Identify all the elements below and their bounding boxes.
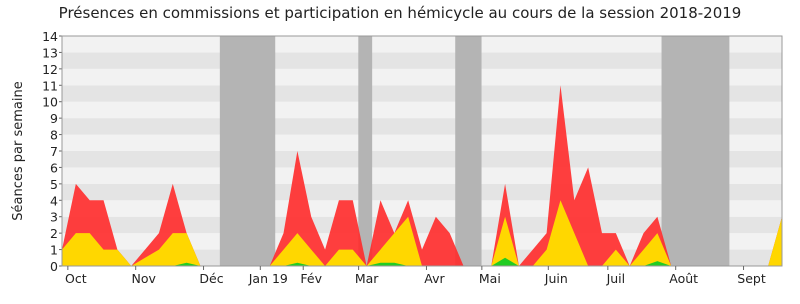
y-tick-label: 13 <box>42 45 58 60</box>
x-tick-label: Avr <box>424 271 445 286</box>
y-tick-label: 1 <box>50 243 58 258</box>
y-tick-label: 10 <box>42 95 58 110</box>
x-tick-label: Juin <box>544 271 568 286</box>
recess-band <box>661 36 730 266</box>
y-tick-label: 4 <box>50 193 58 208</box>
x-tick-label: Déc <box>199 271 223 286</box>
y-tick-label: 5 <box>50 177 58 192</box>
x-tick-label: Oct <box>65 271 87 286</box>
x-tick-label: Fév <box>300 271 322 286</box>
x-tick-label: Sept <box>737 271 766 286</box>
y-tick-label: 11 <box>42 78 58 93</box>
x-tick-label: Jan 19 <box>248 271 288 286</box>
y-tick-label: 0 <box>50 259 58 274</box>
y-axis-label: Séances par semaine <box>11 81 26 220</box>
y-tick-label: 14 <box>42 29 58 44</box>
recess-band <box>358 36 373 266</box>
x-tick-label: Juil <box>606 271 626 286</box>
x-tick-label: Mai <box>479 271 501 286</box>
x-tick-label: Août <box>669 271 698 286</box>
y-tick-label: 8 <box>50 128 58 143</box>
y-tick-label: 6 <box>50 160 58 175</box>
y-tick-label: 7 <box>50 144 58 159</box>
y-tick-label: 9 <box>50 111 58 126</box>
y-tick-label: 2 <box>50 226 58 241</box>
recess-band <box>455 36 482 266</box>
y-tick-label: 3 <box>50 210 58 225</box>
x-tick-label: Nov <box>131 271 156 286</box>
y-tick-label: 12 <box>42 62 58 77</box>
chart-title: Présences en commissions et participatio… <box>59 4 742 22</box>
plot-frame <box>61 35 783 267</box>
recess-band <box>219 36 276 266</box>
x-tick-label: Mar <box>355 271 379 286</box>
